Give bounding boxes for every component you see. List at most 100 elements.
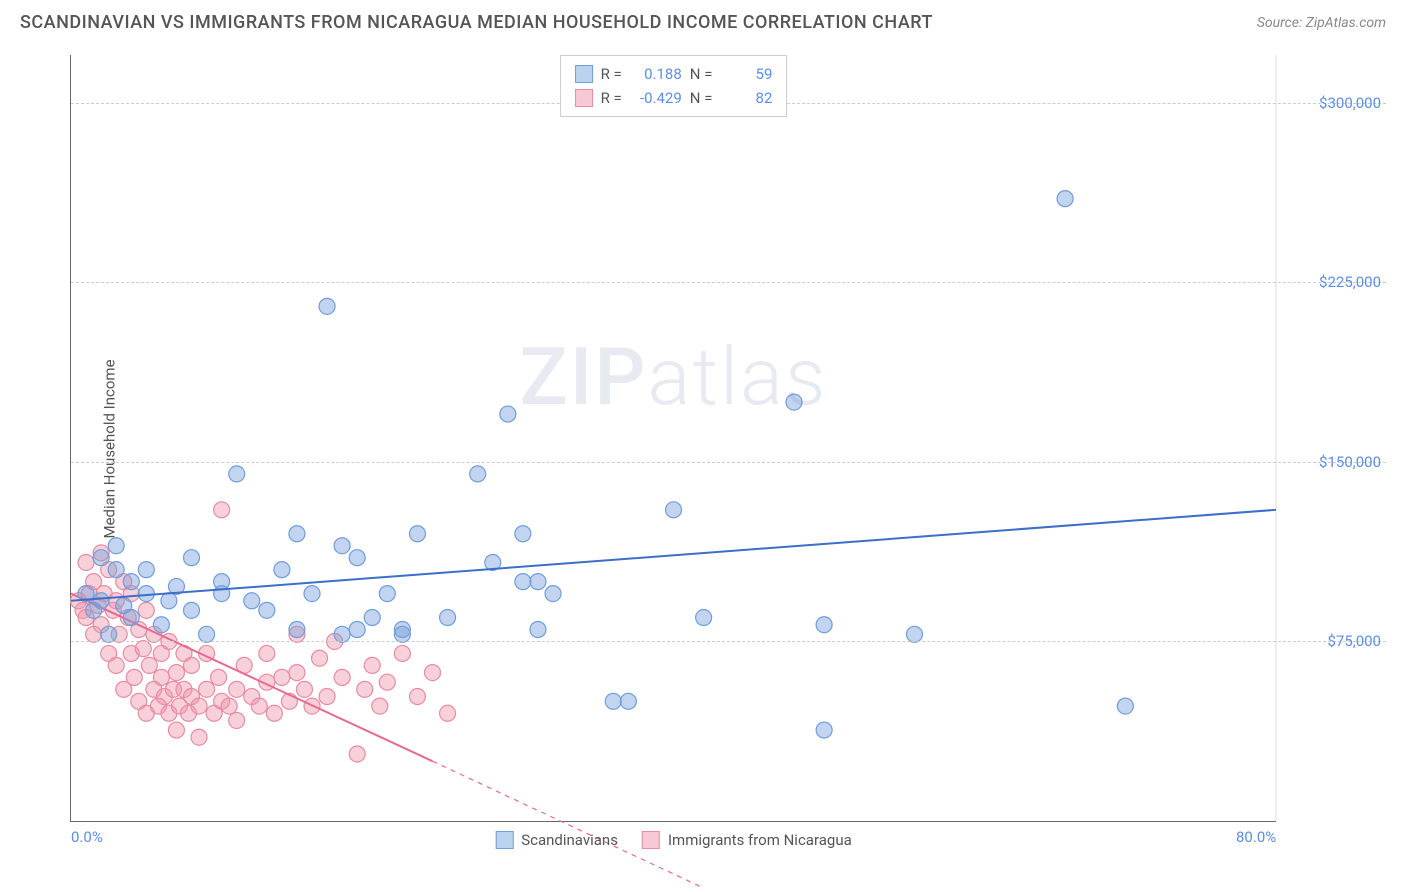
data-point [184,657,200,673]
chart-title: SCANDINAVIAN VS IMMIGRANTS FROM NICARAGU… [20,12,933,33]
chart-source: Source: ZipAtlas.com [1257,15,1386,31]
data-point [229,466,245,482]
data-point [349,746,365,762]
data-point [364,657,380,673]
data-point [545,586,561,602]
data-point [470,466,486,482]
data-point [289,622,305,638]
data-point [266,705,282,721]
data-point [409,526,425,542]
trend-line-dashed [433,761,704,888]
data-point [620,693,636,709]
data-point [135,641,151,657]
data-point [161,593,177,609]
stats-row-series-2: R = -0.429 N = 82 [575,86,773,110]
data-point [786,394,802,410]
data-point [425,665,441,681]
data-point [229,712,245,728]
r-value-1: 0.188 [630,62,682,86]
data-point [1117,698,1133,714]
data-point [379,674,395,690]
data-point [334,538,350,554]
data-point [138,586,154,602]
data-point [229,681,245,697]
data-point [296,681,312,697]
data-point [334,669,350,685]
data-point [530,574,546,590]
data-point [274,669,290,685]
data-point [289,526,305,542]
data-point [394,626,410,642]
data-point [93,593,109,609]
data-point [123,610,139,626]
data-point [1057,191,1073,207]
legend-item-1: Scandinavians [495,831,618,849]
data-point [334,626,350,642]
data-point [515,526,531,542]
data-point [101,626,117,642]
data-point [605,693,621,709]
data-point [349,622,365,638]
data-point [319,298,335,314]
data-point [191,698,207,714]
swatch-series-2 [575,89,593,107]
chart-container: Median Household Income ZIPatlas R = 0.1… [50,45,1386,852]
data-point [259,645,275,661]
data-point [141,657,157,673]
data-point [274,562,290,578]
trend-line [71,510,1276,601]
data-point [199,626,215,642]
data-point [394,645,410,661]
scatter-plot-svg [71,55,1276,821]
data-point [372,698,388,714]
plot-area: ZIPatlas R = 0.188 N = 59 R = -0.429 N =… [70,55,1276,822]
stats-row-series-1: R = 0.188 N = 59 [575,62,773,86]
grid-line [71,462,1386,463]
x-tick-label: 0.0% [71,828,103,846]
y-tick-label: $300,000 [1319,94,1381,112]
data-point [221,698,237,714]
data-point [138,602,154,618]
data-point [211,669,227,685]
data-point [409,689,425,705]
legend-swatch-2 [642,831,660,849]
data-point [696,610,712,626]
data-point [379,586,395,602]
data-point [907,626,923,642]
data-point [199,681,215,697]
data-point [259,602,275,618]
data-point [530,622,546,638]
y-tick-label: $75,000 [1327,632,1381,650]
data-point [349,550,365,566]
data-point [319,689,335,705]
data-point [816,722,832,738]
data-point [78,554,94,570]
grid-line [71,641,1386,642]
data-point [440,705,456,721]
data-point [244,593,260,609]
data-point [123,574,139,590]
data-point [108,562,124,578]
data-point [168,665,184,681]
x-tick-label: 80.0% [1236,828,1276,846]
data-point [184,550,200,566]
data-point [251,698,267,714]
data-point [153,617,169,633]
chart-header: SCANDINAVIAN VS IMMIGRANTS FROM NICARAGU… [0,0,1406,41]
data-point [515,574,531,590]
grid-line [71,282,1386,283]
legend-label-1: Scandinavians [521,831,618,849]
y-tick-label: $150,000 [1319,453,1381,471]
n-value-2: 82 [720,86,772,110]
data-point [304,586,320,602]
r-value-2: -0.429 [630,86,682,110]
legend: Scandinavians Immigrants from Nicaragua [495,831,852,849]
data-point [816,617,832,633]
n-value-1: 59 [720,62,772,86]
data-point [214,574,230,590]
data-point [108,538,124,554]
data-point [108,657,124,673]
legend-swatch-1 [495,831,513,849]
data-point [357,681,373,697]
data-point [312,650,328,666]
